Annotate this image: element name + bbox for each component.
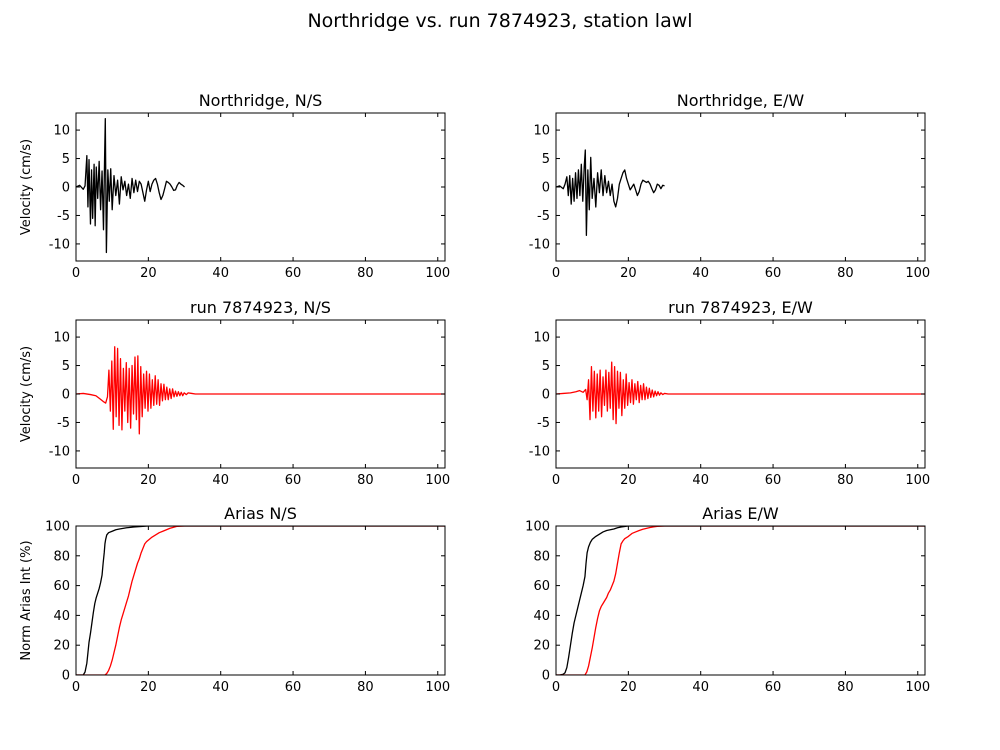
x-tick-label: 40 bbox=[692, 473, 709, 488]
x-tick-label: 0 bbox=[72, 473, 80, 488]
y-tick-label: -5 bbox=[57, 209, 70, 224]
x-tick-label: 20 bbox=[140, 473, 157, 488]
plot-frame bbox=[555, 525, 926, 676]
x-tick-label: 100 bbox=[905, 473, 930, 488]
x-tick-label: 80 bbox=[837, 473, 854, 488]
y-tick-label: 40 bbox=[533, 609, 550, 624]
y-tick-label: 10 bbox=[533, 331, 550, 346]
y-tick-label: 0 bbox=[542, 669, 550, 684]
series-line-1 bbox=[76, 118, 185, 254]
y-tick-label: 20 bbox=[533, 639, 550, 654]
x-tick-label: 100 bbox=[425, 266, 450, 281]
y-tick-label: 5 bbox=[62, 359, 70, 374]
series-line-1 bbox=[556, 361, 925, 425]
y-tick-label: 100 bbox=[525, 520, 550, 535]
x-tick-label: 60 bbox=[765, 680, 782, 695]
y-tick-label: 80 bbox=[533, 549, 550, 564]
y-tick-label: 5 bbox=[62, 152, 70, 167]
subplot-title: run 7874923, E/W bbox=[668, 298, 813, 317]
x-tick-label: 20 bbox=[620, 266, 637, 281]
y-tick-label: 0 bbox=[62, 181, 70, 196]
x-tick-label: 40 bbox=[212, 680, 229, 695]
y-tick-label: 10 bbox=[53, 331, 70, 346]
x-tick-label: 40 bbox=[212, 266, 229, 281]
x-tick-label: 100 bbox=[905, 266, 930, 281]
y-tick-label: 100 bbox=[45, 520, 70, 535]
series-line-2 bbox=[76, 526, 445, 675]
x-tick-label: 60 bbox=[765, 266, 782, 281]
y-tick-label: -10 bbox=[529, 444, 550, 459]
subplot-1: 0 20 40 60 80 100 -10 -5 0 5 10 Northridge, N/S Velo… bbox=[19, 91, 450, 281]
x-tick-label: 40 bbox=[692, 266, 709, 281]
x-tick-label: 60 bbox=[765, 473, 782, 488]
series-line-1 bbox=[76, 526, 445, 675]
y-tick-label: -10 bbox=[49, 237, 70, 252]
y-tick-label: 80 bbox=[53, 549, 70, 564]
subplot-2: 0 20 40 60 80 100 -10 -5 0 5 10 Northridge, E/W bbox=[529, 91, 930, 281]
subplot-title: Arias E/W bbox=[702, 504, 779, 523]
y-tick-label: 60 bbox=[53, 579, 70, 594]
x-tick-label: 100 bbox=[425, 680, 450, 695]
y-tick-label: 40 bbox=[53, 609, 70, 624]
y-tick-label: -5 bbox=[57, 416, 70, 431]
x-tick-label: 20 bbox=[620, 680, 637, 695]
subplot-4: 0 20 40 60 80 100 -10 -5 0 5 10 run 7874923, E/W bbox=[529, 298, 930, 488]
subplot-title: run 7874923, N/S bbox=[190, 298, 331, 317]
y-tick-label: -10 bbox=[529, 237, 550, 252]
x-tick-label: 40 bbox=[692, 680, 709, 695]
y-tick-label: 0 bbox=[542, 388, 550, 403]
x-tick-label: 80 bbox=[357, 473, 374, 488]
x-tick-label: 40 bbox=[212, 473, 229, 488]
x-tick-label: 60 bbox=[285, 680, 302, 695]
y-tick-label: -5 bbox=[537, 416, 550, 431]
series-line-2 bbox=[556, 526, 925, 675]
plot-frame bbox=[75, 525, 446, 676]
x-tick-label: 0 bbox=[552, 680, 560, 695]
x-tick-label: 100 bbox=[905, 680, 930, 695]
y-tick-label: 20 bbox=[53, 639, 70, 654]
x-tick-label: 20 bbox=[140, 680, 157, 695]
y-axis-label: Velocity (cm/s) bbox=[19, 346, 34, 442]
y-tick-label: 10 bbox=[533, 124, 550, 139]
x-tick-label: 80 bbox=[837, 680, 854, 695]
series-line-1 bbox=[556, 149, 665, 237]
x-tick-label: 100 bbox=[425, 473, 450, 488]
y-axis-label: Velocity (cm/s) bbox=[19, 139, 34, 235]
subplot-title: Arias N/S bbox=[224, 504, 297, 523]
x-tick-label: 0 bbox=[552, 473, 560, 488]
y-tick-label: 60 bbox=[533, 579, 550, 594]
x-tick-label: 0 bbox=[72, 266, 80, 281]
series-line-1 bbox=[76, 346, 445, 435]
series-line-1 bbox=[556, 526, 925, 675]
x-tick-label: 80 bbox=[837, 266, 854, 281]
subplot-title: Northridge, E/W bbox=[677, 91, 805, 110]
x-tick-label: 0 bbox=[552, 266, 560, 281]
x-tick-label: 20 bbox=[620, 473, 637, 488]
y-tick-label: 5 bbox=[542, 152, 550, 167]
x-tick-label: 20 bbox=[140, 266, 157, 281]
subplot-title: Northridge, N/S bbox=[199, 91, 323, 110]
x-tick-label: 60 bbox=[285, 266, 302, 281]
y-tick-label: 0 bbox=[62, 388, 70, 403]
x-tick-label: 60 bbox=[285, 473, 302, 488]
x-tick-label: 80 bbox=[357, 680, 374, 695]
subplot-5: 0 20 40 60 80 100 0 20 40 60 80 100 Arias N/S Norm Ar… bbox=[19, 504, 450, 695]
y-tick-label: 10 bbox=[53, 124, 70, 139]
y-tick-label: -5 bbox=[537, 209, 550, 224]
subplot-3: 0 20 40 60 80 100 -10 -5 0 5 10 run 7874923, N/S Vel… bbox=[19, 298, 450, 488]
x-tick-label: 80 bbox=[357, 266, 374, 281]
x-tick-label: 0 bbox=[72, 680, 80, 695]
y-tick-label: 5 bbox=[542, 359, 550, 374]
figure-title: Northridge vs. run 7874923, station lawl bbox=[307, 10, 693, 32]
y-tick-label: -10 bbox=[49, 444, 70, 459]
y-tick-label: 0 bbox=[62, 669, 70, 684]
y-tick-label: 0 bbox=[542, 181, 550, 196]
y-axis-label: Norm Arias Int (%) bbox=[19, 540, 34, 660]
subplot-6: 0 20 40 60 80 100 0 20 40 60 80 100 Arias E/W bbox=[525, 504, 930, 695]
